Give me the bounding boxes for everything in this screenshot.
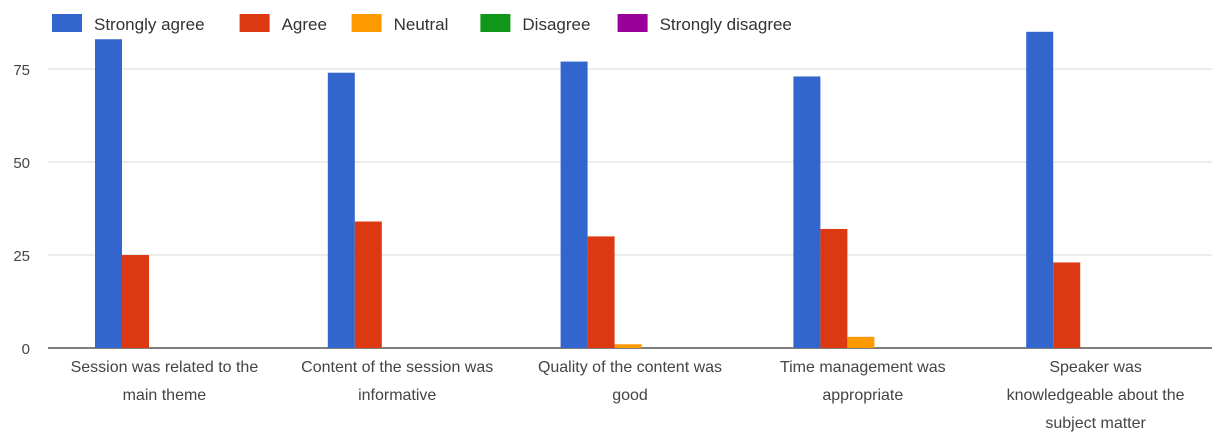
bars xyxy=(95,31,1081,349)
bar-strongly-agree-1[interactable] xyxy=(95,39,122,349)
bar-strongly-agree-4[interactable] xyxy=(793,76,821,348)
legend-label: Strongly disagree xyxy=(660,15,792,34)
x-axis-tick-labels: Session was related to the main theme Cont… xyxy=(71,359,1185,432)
legend-item-strongly-agree[interactable]: Strongly agree xyxy=(52,14,205,34)
x-tick-label: Content of the session was informative xyxy=(301,359,493,404)
legend-label: Agree xyxy=(282,15,327,34)
x-tick-label: Speaker was knowledgeable about the subjec… xyxy=(1007,359,1185,432)
bar-neutral-3[interactable] xyxy=(614,344,642,348)
bar-strongly-agree-5[interactable] xyxy=(1026,31,1054,349)
legend-swatch xyxy=(351,14,382,32)
x-tick-label: Time management was appropriate xyxy=(780,359,946,404)
y-tick-label: 50 xyxy=(13,155,30,172)
y-axis-tick-labels: 0 25 50 75 xyxy=(13,62,30,358)
y-tick-label: 0 xyxy=(22,341,30,358)
legend-item-agree[interactable]: Agree xyxy=(239,14,327,34)
bar-agree-5[interactable] xyxy=(1053,262,1081,348)
legend-swatch xyxy=(239,14,270,32)
legend-item-neutral[interactable]: Neutral xyxy=(351,14,449,34)
bar-strongly-agree-3[interactable] xyxy=(560,61,588,349)
y-tick-label: 75 xyxy=(13,62,30,79)
legend-item-disagree[interactable]: Disagree xyxy=(480,14,590,34)
legend-swatch xyxy=(52,14,82,32)
legend-label: Neutral xyxy=(394,15,449,34)
y-tick-label: 25 xyxy=(13,248,30,265)
bar-strongly-agree-2[interactable] xyxy=(327,72,355,348)
bar-agree-2[interactable] xyxy=(354,221,382,348)
bar-agree-4[interactable] xyxy=(820,228,848,348)
legend-label: Disagree xyxy=(522,15,590,34)
legend-swatch xyxy=(617,14,648,32)
bar-neutral-4[interactable] xyxy=(847,336,875,348)
bar-agree-3[interactable] xyxy=(587,236,615,348)
legend: Strongly agree Agree Neutral Disagree Strong… xyxy=(52,14,792,34)
legend-label: Strongly agree xyxy=(94,15,205,34)
x-tick-label: Quality of the content was good xyxy=(538,359,722,404)
legend-swatch xyxy=(480,14,511,32)
x-tick-label: Session was related to the main theme xyxy=(71,359,259,404)
legend-item-strongly-disagree[interactable]: Strongly disagree xyxy=(617,14,792,34)
bar-agree-1[interactable] xyxy=(122,255,149,348)
